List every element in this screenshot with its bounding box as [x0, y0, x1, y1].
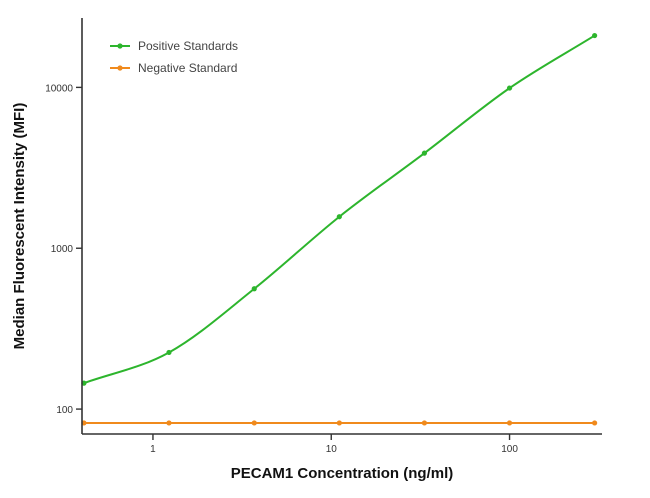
y-tick-label-2: 10000: [45, 83, 73, 94]
legend-marker-positive-standards: [117, 43, 123, 49]
legend: Positive Standards Negative Standard: [110, 39, 238, 75]
x-axis-ticks: 1 10 100: [150, 434, 518, 455]
y-axis-ticks: 100 1000 10000: [45, 83, 82, 416]
data-point-negative-standard-1: [166, 420, 172, 426]
data-point-negative-standard-6: [592, 420, 598, 426]
y-tick-label-0: 100: [56, 405, 73, 416]
data-point-positive-standards-2: [251, 286, 257, 292]
data-point-positive-standards-5: [506, 85, 513, 91]
series-points: [81, 32, 598, 426]
x-axis-title: PECAM1 Concentration (ng/ml): [231, 465, 454, 482]
legend-label-negative-standard: Negative Standard: [138, 61, 237, 75]
data-point-negative-standard-5: [506, 420, 513, 426]
x-tick-label-0: 1: [150, 444, 156, 455]
data-point-negative-standard-3: [336, 420, 342, 426]
data-point-positive-standards-4: [421, 150, 428, 156]
series-curves: [83, 34, 596, 424]
legend-label-positive-standards: Positive Standards: [138, 39, 238, 53]
y-tick-label-1: 1000: [51, 244, 74, 255]
x-tick-label-1: 10: [326, 444, 338, 455]
data-point-positive-standards-6: [592, 32, 598, 39]
legend-marker-negative-standard: [117, 65, 123, 71]
data-point-negative-standard-2: [251, 420, 257, 426]
series-line-positive-standards: [83, 34, 596, 385]
y-axis-title: Median Fluorescent Intensity (MFI): [11, 103, 28, 350]
x-tick-label-2: 100: [501, 444, 518, 455]
data-point-positive-standards-3: [336, 214, 342, 220]
data-point-negative-standard-4: [421, 420, 428, 426]
data-point-positive-standards-1: [166, 349, 172, 356]
